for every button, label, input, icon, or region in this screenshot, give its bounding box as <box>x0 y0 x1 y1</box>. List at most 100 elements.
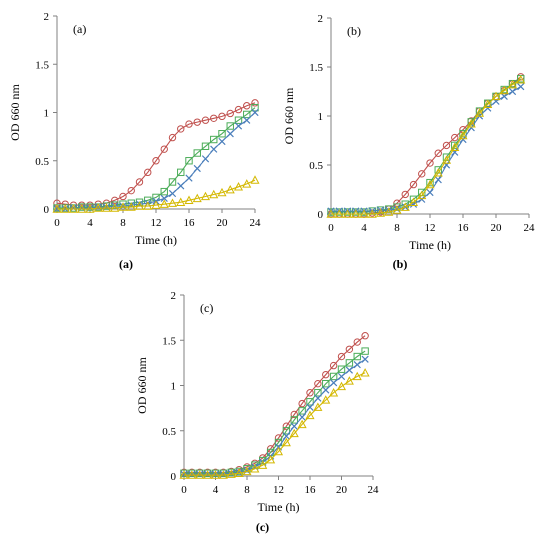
data-series <box>179 368 370 479</box>
x-tick-label: 16 <box>458 222 470 234</box>
x-tick-label: 8 <box>244 484 250 496</box>
data-point <box>334 209 344 218</box>
data-point <box>180 469 188 477</box>
data-point <box>227 468 235 477</box>
data-point <box>483 99 493 108</box>
data-point <box>177 168 185 177</box>
x-tick-label: 4 <box>213 484 219 496</box>
data-point <box>345 366 353 374</box>
data-point <box>259 456 267 465</box>
data-point <box>226 130 234 138</box>
data-point <box>210 135 218 144</box>
data-point <box>201 155 210 163</box>
data-point <box>281 437 291 447</box>
data-point <box>193 118 201 126</box>
data-point <box>176 197 186 206</box>
data-point <box>160 187 168 196</box>
data-point <box>321 395 331 404</box>
data-point <box>188 469 196 477</box>
data-point <box>314 389 322 397</box>
data-point <box>60 204 70 213</box>
x-tick-label: 12 <box>425 222 436 234</box>
data-point <box>434 176 442 184</box>
data-point <box>441 155 452 164</box>
data-point <box>361 347 369 355</box>
data-point <box>168 189 177 198</box>
data-point <box>203 469 212 477</box>
x-tick-label: 4 <box>87 217 93 229</box>
data-point <box>314 394 322 402</box>
data-point <box>353 361 361 369</box>
data-point <box>337 365 346 373</box>
panel-tag: (a) <box>73 22 86 36</box>
data-point <box>233 182 244 191</box>
data-point <box>210 470 221 479</box>
data-point <box>474 108 485 117</box>
data-point <box>289 428 299 438</box>
data-point <box>345 359 354 367</box>
data-series <box>327 82 525 215</box>
data-series <box>180 332 369 477</box>
data-point <box>351 209 361 218</box>
data-point <box>466 119 476 128</box>
data-point <box>118 202 128 211</box>
x-tick-label: 12 <box>273 484 284 496</box>
data-point <box>282 432 290 440</box>
x-tick-label: 0 <box>328 222 334 234</box>
data-point <box>193 149 201 157</box>
data-point <box>361 355 369 363</box>
data-point <box>185 157 193 165</box>
panel-caption: (a) <box>119 257 133 271</box>
data-point <box>426 188 434 197</box>
data-point <box>508 87 517 96</box>
data-point <box>218 470 228 479</box>
data-point <box>322 379 330 388</box>
data-point <box>342 209 353 218</box>
data-point <box>68 204 79 213</box>
x-tick-label: 16 <box>184 217 196 229</box>
y-tick-label: 1.5 <box>309 62 323 74</box>
data-point <box>337 372 346 381</box>
data-point <box>491 91 501 101</box>
x-tick-label: 24 <box>250 217 262 229</box>
data-point <box>426 178 434 187</box>
data-series <box>180 355 369 478</box>
data-point <box>242 179 252 188</box>
series-line <box>57 107 256 209</box>
data-point <box>135 198 144 206</box>
y-tick-label: 0.5 <box>162 426 176 438</box>
data-point <box>517 82 525 91</box>
y-tick-label: 0 <box>171 471 177 483</box>
data-point <box>201 116 210 124</box>
data-point <box>159 199 169 208</box>
data-point <box>467 124 475 132</box>
data-series <box>53 103 259 212</box>
panel-caption: (b) <box>393 257 408 271</box>
data-point <box>143 201 153 210</box>
data-point <box>168 133 177 142</box>
data-series <box>327 75 525 216</box>
data-point <box>226 109 234 118</box>
data-point <box>61 200 69 208</box>
data-point <box>85 204 95 213</box>
data-point <box>500 92 508 101</box>
data-point <box>417 190 427 200</box>
y-tick-label: 1 <box>44 108 50 120</box>
data-point <box>52 204 62 213</box>
data-point <box>353 352 361 361</box>
y-tick-label: 1.5 <box>162 335 176 347</box>
x-tick-label: 0 <box>181 484 187 496</box>
data-point <box>313 402 323 411</box>
data-point <box>273 446 284 456</box>
data-point <box>242 466 252 476</box>
data-point <box>335 208 343 216</box>
data-point <box>251 108 259 117</box>
data-point <box>167 198 178 207</box>
data-point <box>234 116 243 124</box>
data-point <box>290 410 298 419</box>
x-axis-title: Time (h) <box>135 233 177 247</box>
data-point <box>226 469 236 478</box>
data-point <box>290 422 298 430</box>
